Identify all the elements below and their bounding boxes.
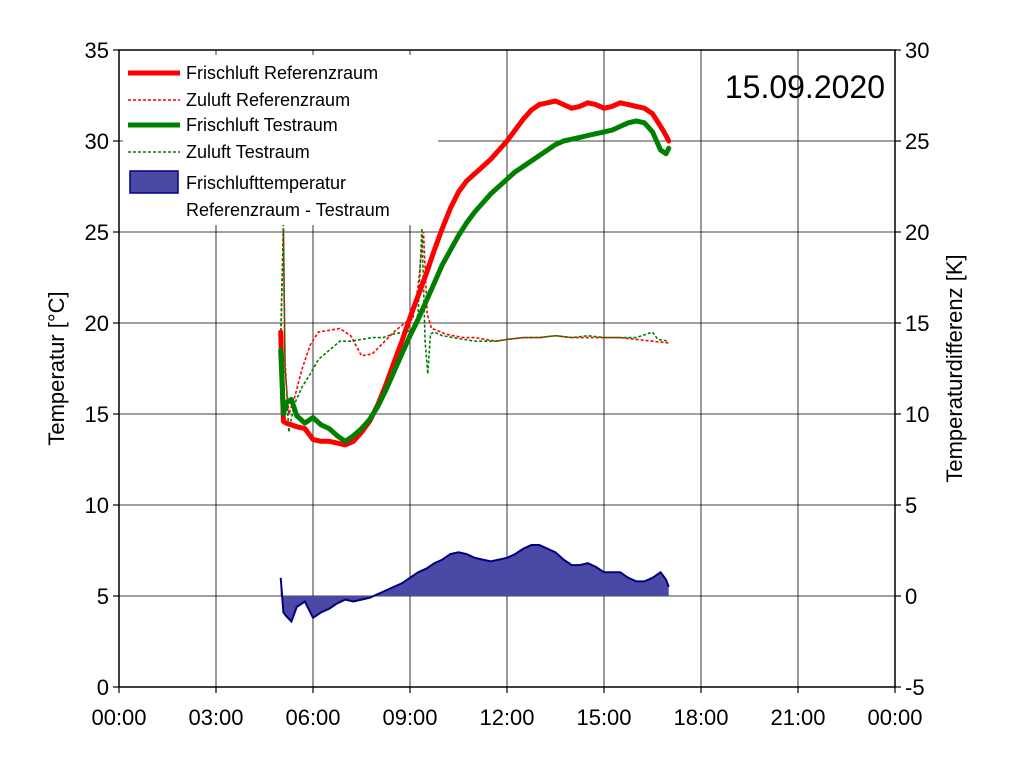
legend-background <box>123 55 438 225</box>
x-tick-label: 09:00 <box>382 705 437 730</box>
legend-entry: Frischluft Testraum <box>186 115 338 135</box>
y2-tick-label: 10 <box>905 402 929 427</box>
series-layer <box>278 98 672 624</box>
series-diff-area <box>280 545 669 622</box>
y-tick-label: 30 <box>85 129 109 154</box>
date-annotation: 15.09.2020 <box>725 69 885 105</box>
x-tick-label: 00:00 <box>867 705 922 730</box>
x-tick-label: 21:00 <box>770 705 825 730</box>
y2-tick-label: 25 <box>905 129 929 154</box>
y2-tick-label: 30 <box>905 38 929 63</box>
y2-tick-label: 15 <box>905 311 929 336</box>
y2-axis-label: Temperaturdifferenz [K] <box>942 254 967 482</box>
x-tick-label: 03:00 <box>188 705 243 730</box>
y-tick-label: 20 <box>85 311 109 336</box>
y-axis-label: Temperatur [°C] <box>44 291 69 445</box>
series-diff-line <box>279 544 670 624</box>
x-tick-label: 18:00 <box>673 705 728 730</box>
x-tick-label: 06:00 <box>285 705 340 730</box>
y2-tick-label: -5 <box>905 675 925 700</box>
legend-entry: Zuluft Testraum <box>186 142 310 162</box>
legend-entry: Zuluft Referenzraum <box>186 90 350 110</box>
x-tick-label: 00:00 <box>91 705 146 730</box>
y-tick-label: 5 <box>97 584 109 609</box>
y-tick-label: 35 <box>85 38 109 63</box>
y-tick-label: 25 <box>85 220 109 245</box>
series-frischluft-testraum <box>278 118 672 444</box>
ticks: 00:00 03:00 06:00 09:00 12:00 15:00 18:00 21:00… <box>85 38 930 730</box>
y2-tick-label: 20 <box>905 220 929 245</box>
x-tick-label: 15:00 <box>576 705 631 730</box>
y-tick-label: 0 <box>97 675 109 700</box>
y-tick-label: 15 <box>85 402 109 427</box>
series-zuluft-referenzraum <box>279 228 669 415</box>
legend: Frischluft Referenzraum Zuluft Referenzra… <box>123 55 438 225</box>
legend-swatch <box>129 170 179 194</box>
legend-entry: Referenzraum - Testraum <box>186 200 390 220</box>
y-tick-label: 10 <box>85 493 109 518</box>
y2-tick-label: 5 <box>905 493 917 518</box>
legend-entry: Frischluft Referenzraum <box>186 63 378 83</box>
series-frischluft-referenzraum <box>278 98 672 448</box>
y2-tick-label: 0 <box>905 584 917 609</box>
x-tick-label: 12:00 <box>479 705 534 730</box>
legend-entry: Frischlufttemperatur <box>186 173 346 193</box>
